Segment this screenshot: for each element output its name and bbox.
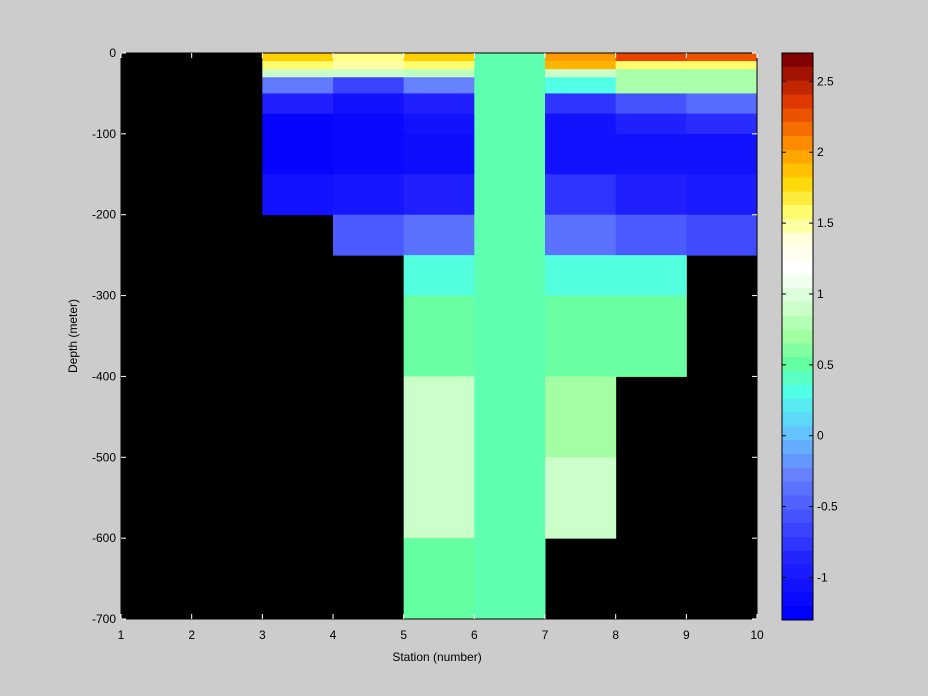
heatmap-cell [686,113,758,135]
heatmap-cell [403,255,475,297]
x-tick-label: 3 [259,628,266,642]
heatmap-cell [615,133,687,175]
y-tick-label: -300 [92,289,116,303]
x-axis-label: Station (number) [392,650,481,664]
x-tick-label: 4 [330,628,337,642]
heatmap-cell [262,113,334,175]
heatmap-cell [403,376,475,539]
heatmap-cell [403,174,475,216]
colorbar-ticks: -1 -0.5 0 0.5 1 1.5 2 2.5 [782,74,838,584]
heatmap-cell [615,255,687,297]
heatmap-cell [686,61,758,70]
y-tick-label: -200 [92,208,116,222]
heatmap-cell [545,93,617,115]
heatmap-cell [403,69,475,78]
heatmap-cell [615,61,687,70]
x-tick-label: 10 [750,628,764,642]
heatmap-cell [262,93,334,115]
x-tick-label: 9 [683,628,690,642]
y-tick-label: -600 [92,531,116,545]
plot-frame [120,52,758,620]
heatmap-cell [545,61,617,70]
colorbar-tick-label: -1 [817,570,828,584]
heatmap-cell [545,174,617,216]
heatmap-cell [545,77,617,94]
x-tick-label: 1 [118,628,125,642]
x-tick-label: 7 [542,628,549,642]
heatmap-cell [333,113,405,175]
heatmap-cell [262,53,334,62]
heatmap-cell [686,174,758,216]
heatmap-cell [615,69,687,94]
y-tick-label: 0 [109,46,116,60]
x-tick-label: 6 [471,628,478,642]
heatmap-cell [686,53,758,62]
heatmap-cell [545,214,617,256]
colorbar-tick-label: 1.5 [817,216,834,230]
y-axis: 0 -100 -200 -300 -400 -500 -600 -700 [92,46,757,626]
heatmap-cell [615,113,687,135]
heatmap-cell [615,295,687,377]
colorbar-tick-label: 1 [817,287,824,301]
heatmap-cells [262,53,758,620]
heatmap-cell [262,77,334,94]
x-tick-label: 8 [612,628,619,642]
heatmap-cell [474,53,546,620]
heatmap-cell [615,53,687,62]
heatmap-cell [333,174,405,216]
heatmap-cell [545,113,617,135]
heatmap-cell [686,133,758,175]
heatmap-cell [545,53,617,62]
colorbar-tick-label: -0.5 [817,500,838,514]
y-axis-label: Depth (meter) [66,299,80,373]
heatmap-cell [403,77,475,94]
x-tick-label: 2 [188,628,195,642]
heatmap-cell [403,53,475,62]
heatmap-cell [615,93,687,115]
y-tick-label: -700 [92,612,116,626]
heatmap-cell [403,133,475,175]
heatmap-cell [545,376,617,458]
colorbar-tick-label: 2 [817,145,824,159]
heatmap-cell [333,61,405,70]
colorbar-frame [781,52,814,621]
heatmap-cell [262,174,334,216]
colorbar [782,53,813,620]
heatmap-cell [686,93,758,115]
x-axis: 1 2 3 4 5 6 7 8 9 10 [118,53,764,642]
heatmap-cell [333,93,405,115]
heatmap-cell [403,113,475,135]
heatmap-cell [686,69,758,94]
heatmap-cell [545,133,617,175]
heatmap-cell [262,69,334,78]
heatmap-cell [686,214,758,256]
heatmap-cell [545,457,617,539]
y-tick-label: -500 [92,450,116,464]
y-tick-label: -100 [92,127,116,141]
y-tick-label: -400 [92,369,116,383]
colorbar-tick-label: 0.5 [817,358,834,372]
heatmap-cell [403,61,475,70]
heatmap-cell [403,214,475,256]
heatmap-cell [615,174,687,216]
heatmap-cell [545,255,617,297]
x-tick-label: 5 [400,628,407,642]
heatmap-cell [545,69,617,78]
colorbar-tick-label: 2.5 [817,74,834,88]
heatmap-cell [615,214,687,256]
heatmap-cell [333,214,405,256]
heatmap-cell [262,61,334,70]
heatmap-cell [333,69,405,78]
heatmap-cell [403,538,475,620]
heatmap-cell [403,93,475,115]
colorbar-tick-label: 0 [817,429,824,443]
heatmap-cell [333,53,405,62]
heatmap-cell [333,77,405,94]
heatmap-cell [403,295,475,377]
heatmap-cell [545,295,617,377]
